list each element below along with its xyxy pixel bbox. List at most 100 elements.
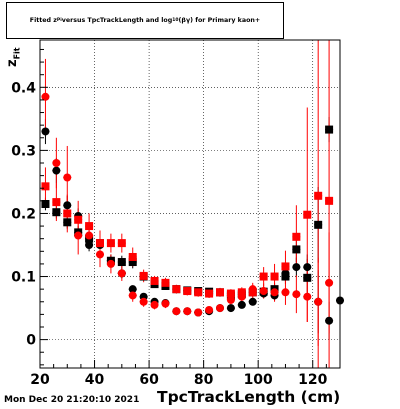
data-point-square: [325, 196, 334, 205]
data-point-square: [314, 220, 323, 229]
title-text-mid: versus TpcTrackLength and log: [61, 17, 173, 24]
data-point-circle: [216, 304, 224, 313]
data-point-circle: [292, 290, 301, 299]
title-text-pre: Fitted z: [29, 17, 57, 24]
data-point-square: [259, 272, 268, 281]
title-subscript-1: Pi: [56, 18, 62, 23]
data-point-circle: [96, 250, 104, 259]
data-point-circle: [74, 231, 83, 240]
data-point-square: [52, 198, 61, 207]
title-subscript-2: 10: [172, 18, 179, 23]
data-point-square: [41, 182, 50, 191]
data-point-circle: [63, 201, 72, 210]
plot-frame: [39, 39, 341, 369]
data-point-circle: [270, 288, 279, 297]
data-point-circle: [41, 127, 50, 136]
x-tick-label: 100: [244, 372, 273, 388]
data-point-square: [303, 210, 312, 219]
data-point-square: [150, 276, 159, 285]
data-point-square: [117, 258, 126, 267]
data-point-square: [172, 285, 181, 294]
data-point-square: [117, 239, 126, 248]
data-point-square: [139, 271, 148, 280]
data-point-circle: [237, 292, 246, 301]
grid-lines: [40, 40, 340, 368]
data-point-square: [292, 232, 301, 241]
data-point-circle: [183, 307, 192, 316]
x-tick-label: 20: [30, 372, 50, 388]
data-point-circle: [205, 305, 214, 314]
data-point-square: [161, 278, 170, 287]
data-point-square: [226, 289, 235, 298]
data-point-circle: [85, 231, 94, 240]
footer-timestamp: Mon Dec 20 21:20:10 2021: [4, 395, 140, 405]
tick-labels: 20 40 60 80 100 120 0 0.1 0.2 0.3 0.4: [11, 80, 327, 388]
data-markers: [41, 92, 344, 325]
data-point-circle: [303, 292, 312, 301]
data-point-circle: [248, 285, 257, 294]
x-axis-label: TpcTrackLength (cm): [157, 388, 341, 406]
error-bars: [41, 40, 344, 368]
title-text-post: (βγ) for Primary kaon+: [178, 17, 261, 24]
data-point-circle: [248, 297, 257, 306]
y-axis-label: zFit: [5, 37, 22, 67]
data-point-square: [292, 245, 301, 254]
data-point-circle: [325, 316, 334, 325]
data-point-square: [74, 215, 83, 224]
data-point-square: [314, 191, 323, 200]
data-point-circle: [128, 291, 137, 300]
data-point-circle: [139, 297, 148, 306]
x-tick-label: 80: [194, 372, 214, 388]
data-point-circle: [117, 269, 126, 278]
y-tick-label: 0.2: [11, 206, 36, 222]
y-tick-label: 0.3: [11, 143, 36, 159]
data-point-circle: [292, 263, 301, 272]
data-point-circle: [259, 287, 268, 296]
x-tick-label: 120: [298, 372, 327, 388]
data-point-square: [96, 239, 104, 248]
y-axis-label-main: z: [5, 59, 20, 67]
data-point-circle: [150, 300, 159, 309]
x-tick-label: 60: [139, 372, 159, 388]
data-point-square: [52, 208, 61, 217]
axis-ticks: [39, 48, 341, 368]
data-point-square: [41, 200, 50, 208]
data-point-circle: [237, 300, 246, 309]
data-point-square: [270, 272, 279, 281]
data-point-square: [194, 288, 203, 297]
data-point-circle: [281, 269, 290, 278]
data-point-square: [237, 288, 246, 297]
data-point-square: [128, 258, 137, 267]
y-tick-label: 0.1: [11, 270, 36, 286]
data-point-circle: [314, 297, 323, 306]
data-point-circle: [172, 307, 181, 316]
data-point-square: [63, 218, 72, 227]
data-point-circle: [41, 92, 50, 101]
data-point-square: [106, 239, 115, 248]
data-point-circle: [226, 295, 235, 304]
data-point-square: [85, 222, 94, 231]
data-point-circle: [106, 259, 115, 268]
x-tick-label: 40: [85, 372, 105, 388]
y-tick-label: 0: [26, 333, 36, 349]
data-point-circle: [226, 304, 235, 313]
data-point-circle: [85, 241, 94, 249]
y-tick-label: 0.4: [11, 80, 36, 96]
chart-title: Fitted z Pi versus TpcTrackLength and log…: [6, 2, 284, 39]
data-point-circle: [161, 299, 170, 308]
data-point-square: [281, 262, 290, 271]
y-axis-label-sub: Fit: [12, 47, 22, 60]
data-point-circle: [325, 278, 334, 287]
data-point-square: [325, 125, 334, 134]
data-point-circle: [303, 263, 312, 272]
data-point-circle: [52, 166, 61, 175]
data-point-square: [216, 288, 224, 297]
data-point-square: [128, 252, 137, 261]
data-point-circle: [194, 308, 203, 317]
data-point-square: [303, 273, 312, 282]
data-point-square: [183, 287, 192, 296]
data-point-circle: [52, 159, 61, 167]
data-point-circle: [128, 285, 137, 294]
data-point-square: [63, 209, 72, 218]
